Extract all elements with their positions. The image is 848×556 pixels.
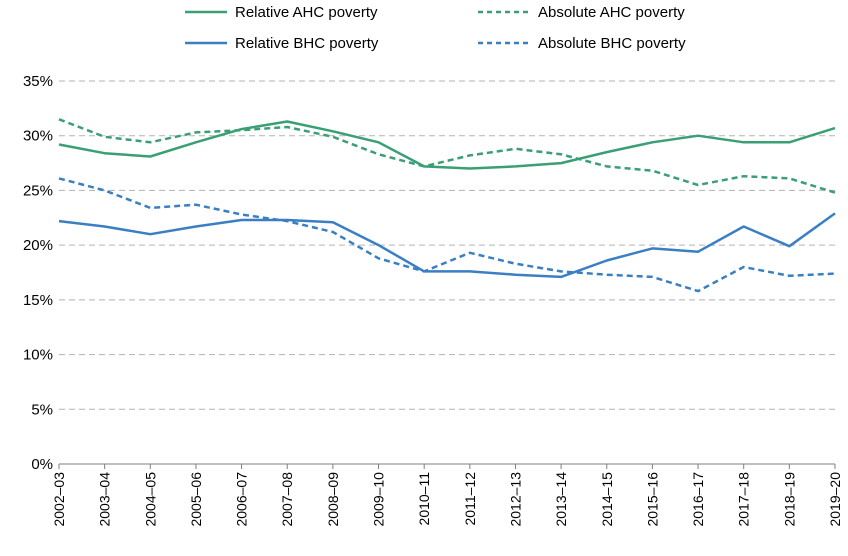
x-tick-label: 2017–18 [736,472,752,527]
x-tick-label: 2002–03 [51,472,67,527]
y-tick-label: 10% [23,347,53,364]
x-axis: 2002–03 2003–04 2004–05 2005–06 2006–07 2007–… [51,463,843,527]
x-tick-label: 2014–15 [599,472,615,527]
gridlines [59,80,835,410]
legend-item-absolute-bhc: Absolute BHC poverty [478,35,686,52]
y-tick-label: 35% [23,73,53,90]
x-tick-label: 2003–04 [97,472,113,527]
legend-label: Relative AHC poverty [235,4,378,21]
legend-label: Absolute BHC poverty [538,35,686,52]
x-tick-label: 2009–10 [371,472,387,527]
series-lines [58,118,836,293]
x-tick-label: 2006–07 [234,472,250,527]
x-tick-label: 2004–05 [142,472,158,527]
x-tick-label: 2008–09 [325,472,341,527]
legend-label: Relative BHC poverty [235,35,379,52]
x-tick-label: 2015–16 [644,472,660,527]
series-line-absolute-bhc-poverty [58,177,836,293]
y-tick-label: 20% [23,237,53,254]
x-tick-label: 2013–14 [553,472,569,527]
series-line-relative-bhc-poverty [58,212,836,279]
x-tick-label: 2018–19 [781,472,797,527]
x-tick-label: 2010–11 [416,472,432,526]
x-tick-label: 2019–20 [827,472,843,527]
y-tick-label: 25% [23,182,53,199]
x-tick-label: 2007–08 [279,472,295,527]
legend-item-absolute-ahc: Absolute AHC poverty [478,4,685,21]
y-tick-label: 30% [23,128,53,145]
series-line-relative-ahc-poverty [58,120,836,170]
legend-item-relative-ahc: Relative AHC poverty [185,4,378,21]
x-tick-label: 2011–12 [462,472,478,526]
x-tick-label: 2016–17 [690,472,706,527]
legend: Relative AHC poverty Absolute AHC povert… [185,4,686,52]
y-tick-label: 5% [31,401,53,418]
y-tick-label: 15% [23,292,53,309]
y-tick-label: 0% [31,456,53,473]
y-axis: 0% 5% 10% 15% 20% 25% 30% 35% [23,73,53,473]
legend-item-relative-bhc: Relative BHC poverty [185,35,379,52]
series-line-absolute-ahc-poverty [58,118,836,194]
x-tick-label: 2012–13 [507,472,523,527]
legend-label: Absolute AHC poverty [538,4,685,21]
x-tick-label: 2005–06 [188,472,204,527]
